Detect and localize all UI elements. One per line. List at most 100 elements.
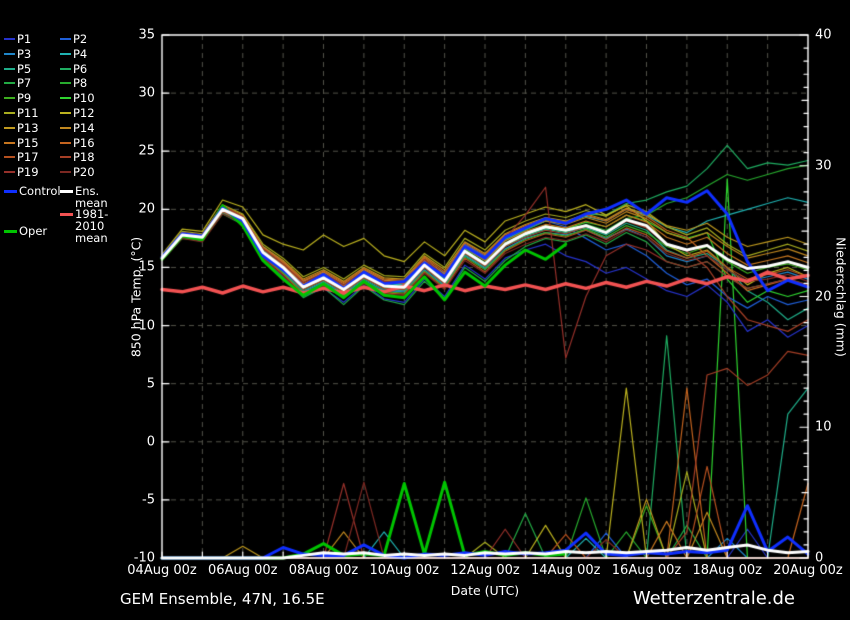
model-info-text: GEM Ensemble, 47N, 16.5E: [120, 590, 325, 608]
temp-tick-15: 15: [138, 259, 155, 275]
legend-label: P5: [17, 62, 32, 76]
legend-swatch: [60, 112, 71, 114]
left-axis-label-text: 850 hPa Temp. (°C): [128, 236, 144, 358]
legend-swatch: [4, 230, 17, 233]
legend-item-control: Control: [4, 185, 61, 197]
temp-tick--5: -5: [142, 492, 155, 508]
legend-label: P14: [73, 121, 95, 135]
date-tick-2: 08Aug 00z: [288, 563, 359, 578]
legend-item-p9: P9: [4, 92, 31, 104]
legend-swatch: [4, 38, 15, 40]
legend-label: P1: [17, 32, 32, 46]
date-tick-1: 06Aug 00z: [208, 563, 278, 578]
temp-tick-20: 20: [138, 201, 155, 217]
legend-label: P6: [73, 62, 88, 76]
x-axis-label: Date (UTC): [450, 583, 520, 598]
legend-label: P19: [17, 165, 39, 179]
legend-item-p19: P19: [4, 166, 39, 178]
right-axis-label: Niederschlag (mm): [834, 237, 849, 357]
legend-swatch: [4, 82, 15, 84]
legend-item-1981-2010-mean: 1981-2010 mean: [60, 208, 133, 244]
legend-swatch: [60, 82, 71, 84]
legend-label: P13: [17, 121, 39, 135]
legend-item-p4: P4: [60, 48, 87, 60]
temp-tick--10: -10: [133, 550, 155, 566]
legend-item-ens-mean: Ens. mean: [60, 185, 130, 209]
legend-label: P11: [17, 106, 39, 120]
date-tick-0: 04Aug 00z: [127, 563, 197, 578]
precip-tick-10: 10: [815, 419, 832, 435]
precip-tick-30: 30: [815, 158, 832, 174]
date-tick-5: 14Aug 00z: [531, 563, 601, 578]
temp-tick-0: 0: [146, 434, 155, 450]
precip-tick-20: 20: [815, 289, 832, 304]
legend-label: Control: [19, 184, 61, 198]
legend-item-p14: P14: [60, 122, 95, 134]
date-tick-8: 20Aug 00z: [773, 563, 843, 578]
legend-item-p20: P20: [60, 166, 95, 178]
legend-item-p11: P11: [4, 107, 39, 119]
legend-swatch: [4, 97, 15, 99]
temp-tick-25: 25: [138, 143, 155, 159]
precip-tick-40: 40: [815, 27, 832, 43]
legend-item-p6: P6: [60, 63, 87, 75]
legend-label: P15: [17, 136, 39, 150]
legend-label: Oper: [19, 224, 48, 238]
legend-swatch: [4, 142, 15, 144]
legend-label: P20: [73, 165, 95, 179]
legend-item-p18: P18: [60, 151, 95, 163]
legend-item-p1: P1: [4, 33, 31, 45]
legend-label: P2: [73, 32, 88, 46]
legend-label: P16: [73, 136, 95, 150]
legend-item-p3: P3: [4, 48, 31, 60]
legend-swatch: [60, 38, 71, 40]
legend-swatch: [4, 68, 15, 70]
ensemble-legend: P1 P2 P3 P4 P5 P6 P7 P8 P9 P10 P11 P12 P13 P14 P15 P16 P…: [0, 0, 130, 260]
legend-item-oper: Oper: [4, 225, 47, 237]
legend-item-p16: P16: [60, 137, 95, 149]
legend-swatch: [60, 97, 71, 99]
legend-label: P7: [17, 76, 32, 90]
legend-swatch: [60, 142, 71, 144]
right-axis-label-text: Niederschlag (mm): [833, 237, 849, 357]
date-tick-6: 16Aug 00z: [611, 563, 682, 578]
legend-item-p5: P5: [4, 63, 31, 75]
legend-item-p17: P17: [4, 151, 39, 163]
left-axis-label: 850 hPa Temp. (°C): [129, 237, 144, 357]
temp-tick-30: 30: [138, 85, 155, 101]
legend-label: P17: [17, 150, 39, 164]
legend-swatch: [60, 156, 71, 158]
legend-label: P4: [73, 47, 88, 61]
legend-label: Ens. mean: [75, 184, 108, 210]
legend-swatch: [60, 213, 73, 216]
legend-label: P10: [73, 91, 95, 105]
legend-item-p8: P8: [60, 77, 87, 89]
date-tick-7: 18Aug 00z: [692, 563, 762, 578]
legend-swatch: [60, 53, 71, 55]
legend-label: P9: [17, 91, 32, 105]
legend-label: P18: [73, 150, 95, 164]
date-tick-3: 10Aug 00z: [369, 563, 439, 578]
legend-swatch: [4, 156, 15, 158]
legend-label: 1981-2010 mean: [75, 207, 109, 245]
precip-tick-0: 0: [815, 550, 824, 566]
legend-label: P12: [73, 106, 95, 120]
legend-swatch: [4, 171, 15, 173]
legend-item-p10: P10: [60, 92, 95, 104]
legend-label: P3: [17, 47, 32, 61]
wetterzentrale-branding: Wetterzentrale.de: [632, 588, 795, 609]
legend-swatch: [60, 127, 71, 129]
legend-item-p7: P7: [4, 77, 31, 89]
legend-item-p12: P12: [60, 107, 95, 119]
temp-tick-35: 35: [138, 27, 155, 43]
legend-item-p15: P15: [4, 137, 39, 149]
legend-swatch: [4, 127, 15, 129]
date-tick-4: 12Aug 00z: [450, 563, 520, 578]
legend-label: P8: [73, 76, 88, 90]
legend-swatch: [60, 68, 71, 70]
legend-item-p13: P13: [4, 122, 39, 134]
legend-swatch: [60, 171, 71, 173]
legend-item-p2: P2: [60, 33, 87, 45]
